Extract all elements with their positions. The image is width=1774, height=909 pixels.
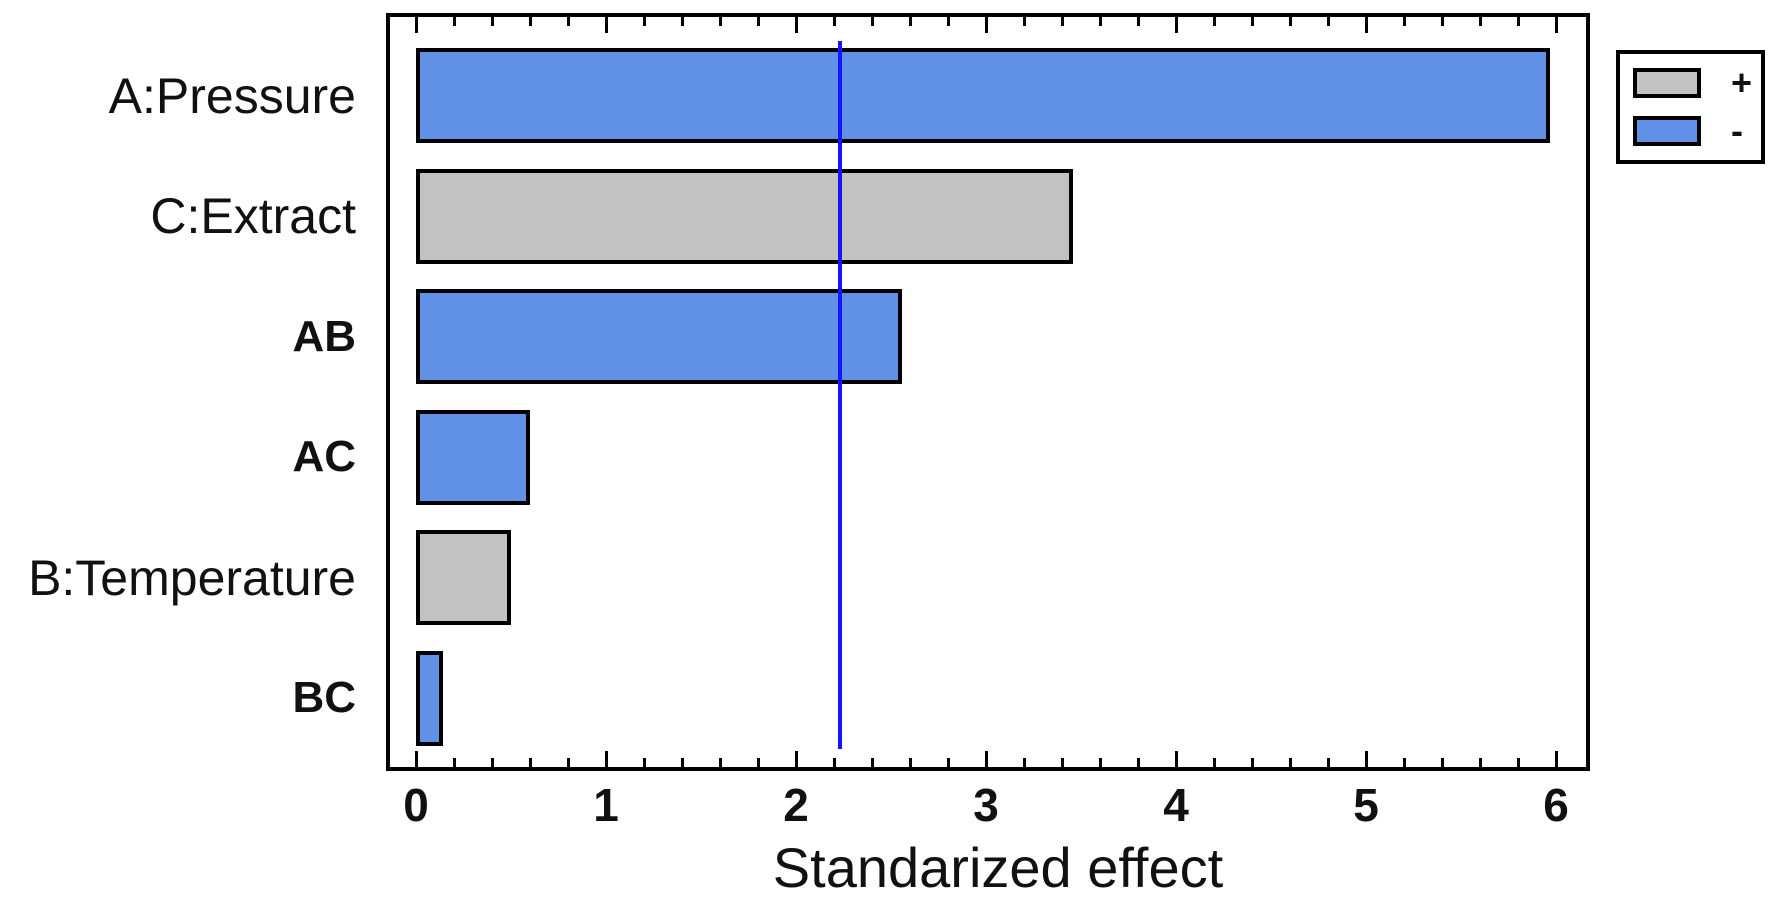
minor-tick-bottom-4.2 (1212, 758, 1216, 767)
legend-item-negative: - (1633, 109, 1761, 151)
legend-symbol-minus: - (1731, 109, 1743, 151)
legend-symbol-plus: + (1731, 62, 1753, 104)
minor-tick-top-0.6 (528, 17, 532, 26)
minor-tick-top-5.8 (1516, 17, 1520, 26)
minor-tick-bottom-2.8 (946, 758, 950, 767)
minor-tick-bottom-2.4 (870, 758, 874, 767)
minor-tick-bottom-2.6 (908, 758, 912, 767)
x-tick-label-2: 2 (783, 779, 809, 831)
x-tick-label-1: 1 (593, 779, 619, 831)
major-tick-top-5.0 (1364, 17, 1368, 33)
legend-swatch-minus (1633, 115, 1701, 146)
minor-tick-top-4.4 (1250, 17, 1254, 26)
minor-tick-bottom-5.4 (1440, 758, 1444, 767)
y-axis-category-labels: A:Pressure C:Extract AB AC B:Temperature BC (0, 13, 362, 771)
minor-tick-top-0.2 (452, 17, 456, 26)
major-tick-bottom-6.0 (1554, 751, 1558, 767)
minor-tick-top-2.6 (908, 17, 912, 26)
category-label-c-extract: C:Extract (150, 188, 356, 244)
minor-tick-top-1.4 (680, 17, 684, 26)
minor-tick-bottom-3.8 (1136, 758, 1140, 767)
minor-tick-top-1.8 (756, 17, 760, 26)
minor-tick-top-2.8 (946, 17, 950, 26)
major-tick-top-4.0 (1174, 17, 1178, 33)
minor-tick-bottom-4.8 (1326, 758, 1330, 767)
bar-a-pressure (416, 48, 1551, 143)
minor-tick-bottom-0.6 (528, 758, 532, 767)
minor-tick-top-2.4 (870, 17, 874, 26)
major-tick-top-3.0 (984, 17, 988, 33)
plot-area (386, 13, 1590, 771)
x-tick-label-3: 3 (973, 779, 999, 831)
minor-tick-top-5.4 (1440, 17, 1444, 26)
major-tick-top-1.0 (604, 17, 608, 33)
minor-tick-top-1.6 (718, 17, 722, 26)
minor-tick-bottom-5.6 (1478, 758, 1482, 767)
minor-tick-top-4.2 (1212, 17, 1216, 26)
minor-tick-bottom-5.2 (1402, 758, 1406, 767)
minor-tick-top-4.6 (1288, 17, 1292, 26)
x-tick-label-6: 6 (1543, 779, 1569, 831)
minor-tick-bottom-2.2 (832, 758, 836, 767)
minor-tick-top-0.4 (490, 17, 494, 26)
x-tick-label-4: 4 (1163, 779, 1189, 831)
minor-tick-bottom-5.8 (1516, 758, 1520, 767)
minor-tick-top-4.8 (1326, 17, 1330, 26)
major-tick-bottom-2.0 (794, 751, 798, 767)
minor-tick-top-1.2 (642, 17, 646, 26)
major-tick-bottom-4.0 (1174, 751, 1178, 767)
minor-tick-bottom-1.2 (642, 758, 646, 767)
bar-b-temperature (416, 530, 511, 625)
bar-bc (416, 650, 443, 746)
x-axis-title: Standarized effect (772, 836, 1224, 899)
major-tick-bottom-5.0 (1364, 751, 1368, 767)
legend-swatch-plus (1633, 68, 1701, 99)
minor-tick-top-2.2 (832, 17, 836, 26)
minor-tick-bottom-1.8 (756, 758, 760, 767)
minor-tick-bottom-4.6 (1288, 758, 1292, 767)
category-label-b-temperature: B:Temperature (28, 549, 356, 606)
category-label-ac: AC (292, 432, 356, 481)
minor-tick-bottom-0.2 (452, 758, 456, 767)
legend: + - (1616, 50, 1765, 164)
category-label-ab: AB (292, 311, 356, 361)
legend-item-positive: + (1633, 65, 1761, 101)
major-tick-top-2.0 (794, 17, 798, 33)
major-tick-top-6.0 (1554, 17, 1558, 33)
reference-line (837, 41, 842, 749)
minor-tick-bottom-3.4 (1060, 758, 1064, 767)
major-tick-bottom-3.0 (984, 751, 988, 767)
minor-tick-bottom-0.8 (566, 758, 570, 767)
bar-ab (416, 289, 903, 384)
minor-tick-top-5.6 (1478, 17, 1482, 26)
bar-ac (416, 409, 530, 505)
bar-c-extract (416, 168, 1074, 264)
major-tick-bottom-1.0 (604, 751, 608, 767)
category-label-a-pressure: A:Pressure (108, 67, 356, 124)
minor-tick-bottom-0.4 (490, 758, 494, 767)
minor-tick-bottom-4.4 (1250, 758, 1254, 767)
minor-tick-top-3.6 (1098, 17, 1102, 26)
minor-tick-top-3.2 (1022, 17, 1026, 26)
minor-tick-top-3.8 (1136, 17, 1140, 26)
minor-tick-bottom-3.6 (1098, 758, 1102, 767)
minor-tick-bottom-3.2 (1022, 758, 1026, 767)
x-tick-label-0: 0 (403, 779, 429, 831)
x-tick-label-5: 5 (1353, 779, 1379, 831)
minor-tick-top-3.4 (1060, 17, 1064, 26)
minor-tick-top-0.8 (566, 17, 570, 26)
major-tick-top-0.0 (414, 17, 418, 33)
minor-tick-bottom-1.4 (680, 758, 684, 767)
category-label-bc: BC (292, 673, 356, 722)
major-tick-bottom-0.0 (414, 751, 418, 767)
minor-tick-bottom-1.6 (718, 758, 722, 767)
minor-tick-top-5.2 (1402, 17, 1406, 26)
